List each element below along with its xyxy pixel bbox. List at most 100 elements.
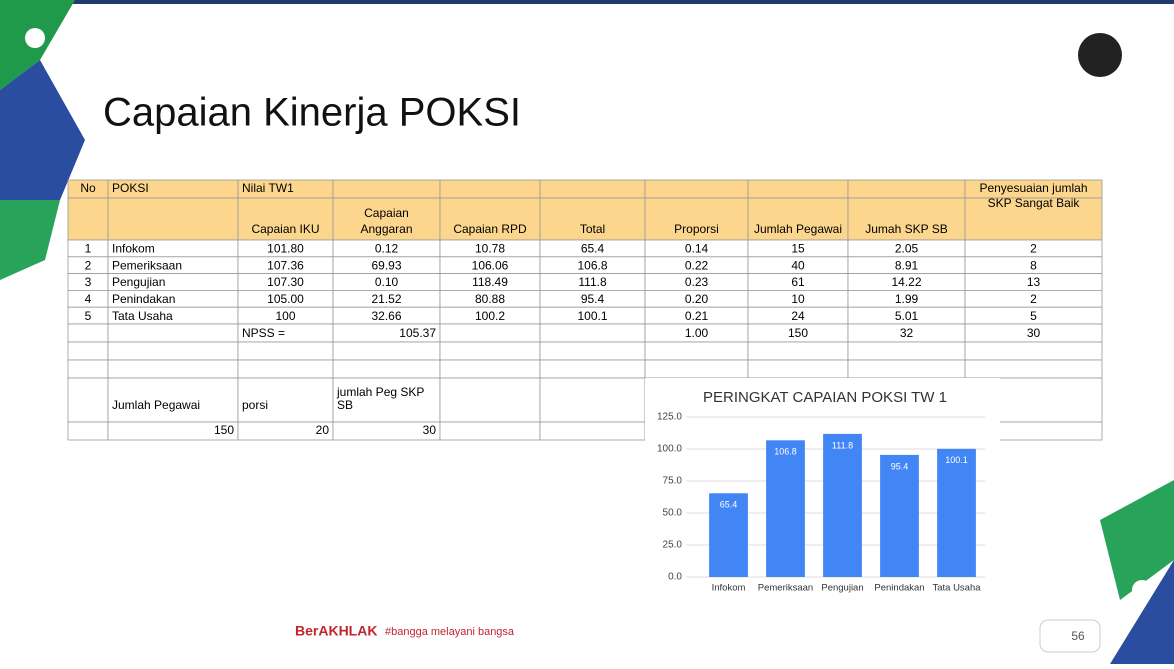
cell-box (68, 360, 108, 378)
cell-text: 32.66 (371, 309, 401, 323)
cell-text: 118.49 (472, 275, 508, 289)
cell-text: 100.2 (475, 309, 505, 323)
cell-text: 20 (316, 423, 330, 437)
decor-br-circle (1132, 580, 1152, 600)
data-label: 65.4 (720, 500, 738, 510)
bar (937, 449, 976, 577)
cell-text: No (80, 181, 96, 195)
cell-text: 10.78 (475, 242, 505, 256)
cell-text: 150 (214, 423, 234, 437)
cell-text: 2.05 (895, 242, 919, 256)
cell-box (108, 324, 238, 342)
cell-text: 32 (900, 326, 914, 340)
cell-box (848, 180, 965, 198)
cell-text: 2 (85, 258, 92, 272)
cell-text: 100 (275, 309, 295, 323)
slide-title: Capaian Kinerja POKSI (103, 91, 521, 135)
cell-text: Infokom (112, 242, 155, 256)
cell-box (108, 198, 238, 240)
cell-text: 0.14 (685, 242, 709, 256)
cell-box (440, 342, 540, 360)
cell-text: 30 (1027, 326, 1041, 340)
cell-box (540, 180, 645, 198)
footer-logo: BerAKHLAK (295, 623, 377, 639)
cell-box (540, 360, 645, 378)
cell-text: Capaian RPD (453, 222, 527, 236)
cell-text: 5.01 (895, 309, 919, 323)
cell-text: 24 (791, 309, 805, 323)
decor-circle (25, 28, 45, 48)
y-tick-label: 0.0 (668, 572, 682, 583)
cell-box (440, 378, 540, 422)
bar (823, 434, 862, 577)
cell-text: 0.23 (685, 275, 709, 289)
cell-text: 0.12 (375, 242, 399, 256)
data-label: 111.8 (832, 440, 853, 450)
cell-box (748, 342, 848, 360)
cell-text: 107.36 (267, 258, 304, 272)
logo (1078, 33, 1122, 77)
cell-text: 15 (791, 242, 805, 256)
cell-box (645, 360, 748, 378)
cell-box (540, 342, 645, 360)
cell-text: Tata Usaha (112, 309, 173, 323)
cell-box (238, 360, 333, 378)
cell-text: 106.06 (472, 258, 509, 272)
cell-box (333, 180, 440, 198)
cell-text: 4 (85, 292, 92, 306)
y-tick-label: 100.0 (657, 444, 682, 455)
cell-box (68, 198, 108, 240)
top-border (0, 0, 1174, 4)
cell-text: 3 (85, 275, 92, 289)
cell-text: 5 (1030, 309, 1037, 323)
cell-text: 69.93 (371, 258, 401, 272)
cell-text: 105.37 (399, 326, 436, 340)
cell-box (333, 360, 440, 378)
cell-text: 30 (423, 423, 437, 437)
data-label: 100.1 (945, 455, 968, 465)
cell-text: Nilai TW1 (242, 181, 294, 195)
cell-text: Penindakan (112, 292, 175, 306)
cell-box (848, 342, 965, 360)
cell-text: 65.4 (581, 242, 605, 256)
data-label: 95.4 (891, 461, 909, 471)
cell-text: 101.80 (267, 242, 304, 256)
cell-box (965, 360, 1102, 378)
cell-box (540, 324, 645, 342)
footer-slogan: #bangga melayani bangsa (385, 626, 515, 638)
cell-text: 8 (1030, 258, 1037, 272)
cell-box (540, 422, 645, 440)
cell-box (108, 360, 238, 378)
x-tick-label: Tata Usaha (932, 583, 981, 594)
cell-box (238, 342, 333, 360)
x-tick-label: Pengujian (821, 583, 863, 594)
cell-box (68, 324, 108, 342)
cell-text: 0.10 (375, 275, 399, 289)
y-tick-label: 75.0 (663, 476, 683, 487)
cell-box (748, 180, 848, 198)
cell-text: 21.52 (371, 292, 401, 306)
bar (766, 440, 805, 577)
y-tick-label: 25.0 (663, 540, 683, 551)
cell-text: 1.00 (685, 326, 709, 340)
cell-text: 95.4 (581, 292, 605, 306)
cell-box (748, 360, 848, 378)
cell-text: 2 (1030, 292, 1037, 306)
cell-text: 105.00 (267, 292, 304, 306)
slide: Capaian Kinerja POKSI NoPOKSINilai TW1Pe… (0, 0, 1174, 664)
cell-text: 5 (85, 309, 92, 323)
cell-text: 0.21 (685, 309, 709, 323)
cell-text: NPSS = (242, 326, 285, 340)
cell-text: 1.99 (895, 292, 919, 306)
cell-box (848, 360, 965, 378)
cell-text: 14.22 (891, 275, 921, 289)
cell-box (68, 422, 108, 440)
cell-text: 8.91 (895, 258, 919, 272)
cell-text: Capaian IKU (251, 222, 319, 236)
cell-box (440, 422, 540, 440)
cell-text: Pemeriksaan (112, 258, 182, 272)
cell-text: 2 (1030, 242, 1037, 256)
bar (880, 455, 919, 577)
cell-text: 111.8 (578, 275, 607, 289)
cell-text: Total (580, 222, 605, 236)
